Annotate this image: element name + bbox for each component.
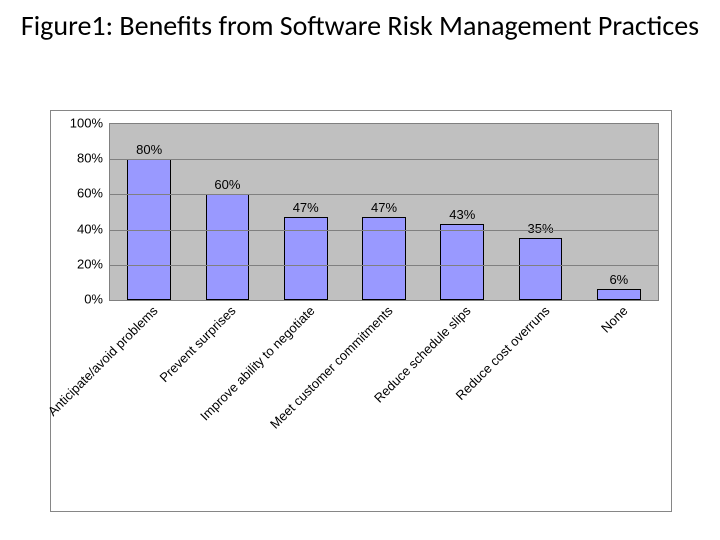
y-tick-label: 80% [53,151,103,166]
grid-line [110,265,658,266]
x-labels: Anticipate/avoid problemsPrevent surpris… [109,303,657,503]
value-label: 47% [293,200,319,215]
y-tick-label: 100% [53,116,103,131]
y-tick-label: 40% [53,221,103,236]
bar [597,289,641,300]
value-label: 43% [449,207,475,222]
bar [440,224,484,300]
x-label: Anticipate/avoid problems [45,303,161,419]
bar [206,194,250,300]
value-label: 60% [214,177,240,192]
y-tick-label: 60% [53,186,103,201]
x-label: Prevent surprises [157,303,239,385]
value-label: 80% [136,142,162,157]
x-label: None [598,303,631,336]
bars-layer: 80%60%47%47%43%35%6% [110,124,658,300]
bar [519,238,563,300]
value-label: 6% [609,272,628,287]
y-tick-label: 20% [53,256,103,271]
grid-line [110,194,658,195]
chart-frame: 80%60%47%47%43%35%6% Anticipate/avoid pr… [50,110,672,512]
grid-line [110,230,658,231]
page-title: Figure1: Benefits from Software Risk Man… [0,10,720,42]
y-tick-label: 0% [53,292,103,307]
plot-area: 80%60%47%47%43%35%6% [109,123,659,301]
value-label: 47% [371,200,397,215]
grid-line [110,159,658,160]
